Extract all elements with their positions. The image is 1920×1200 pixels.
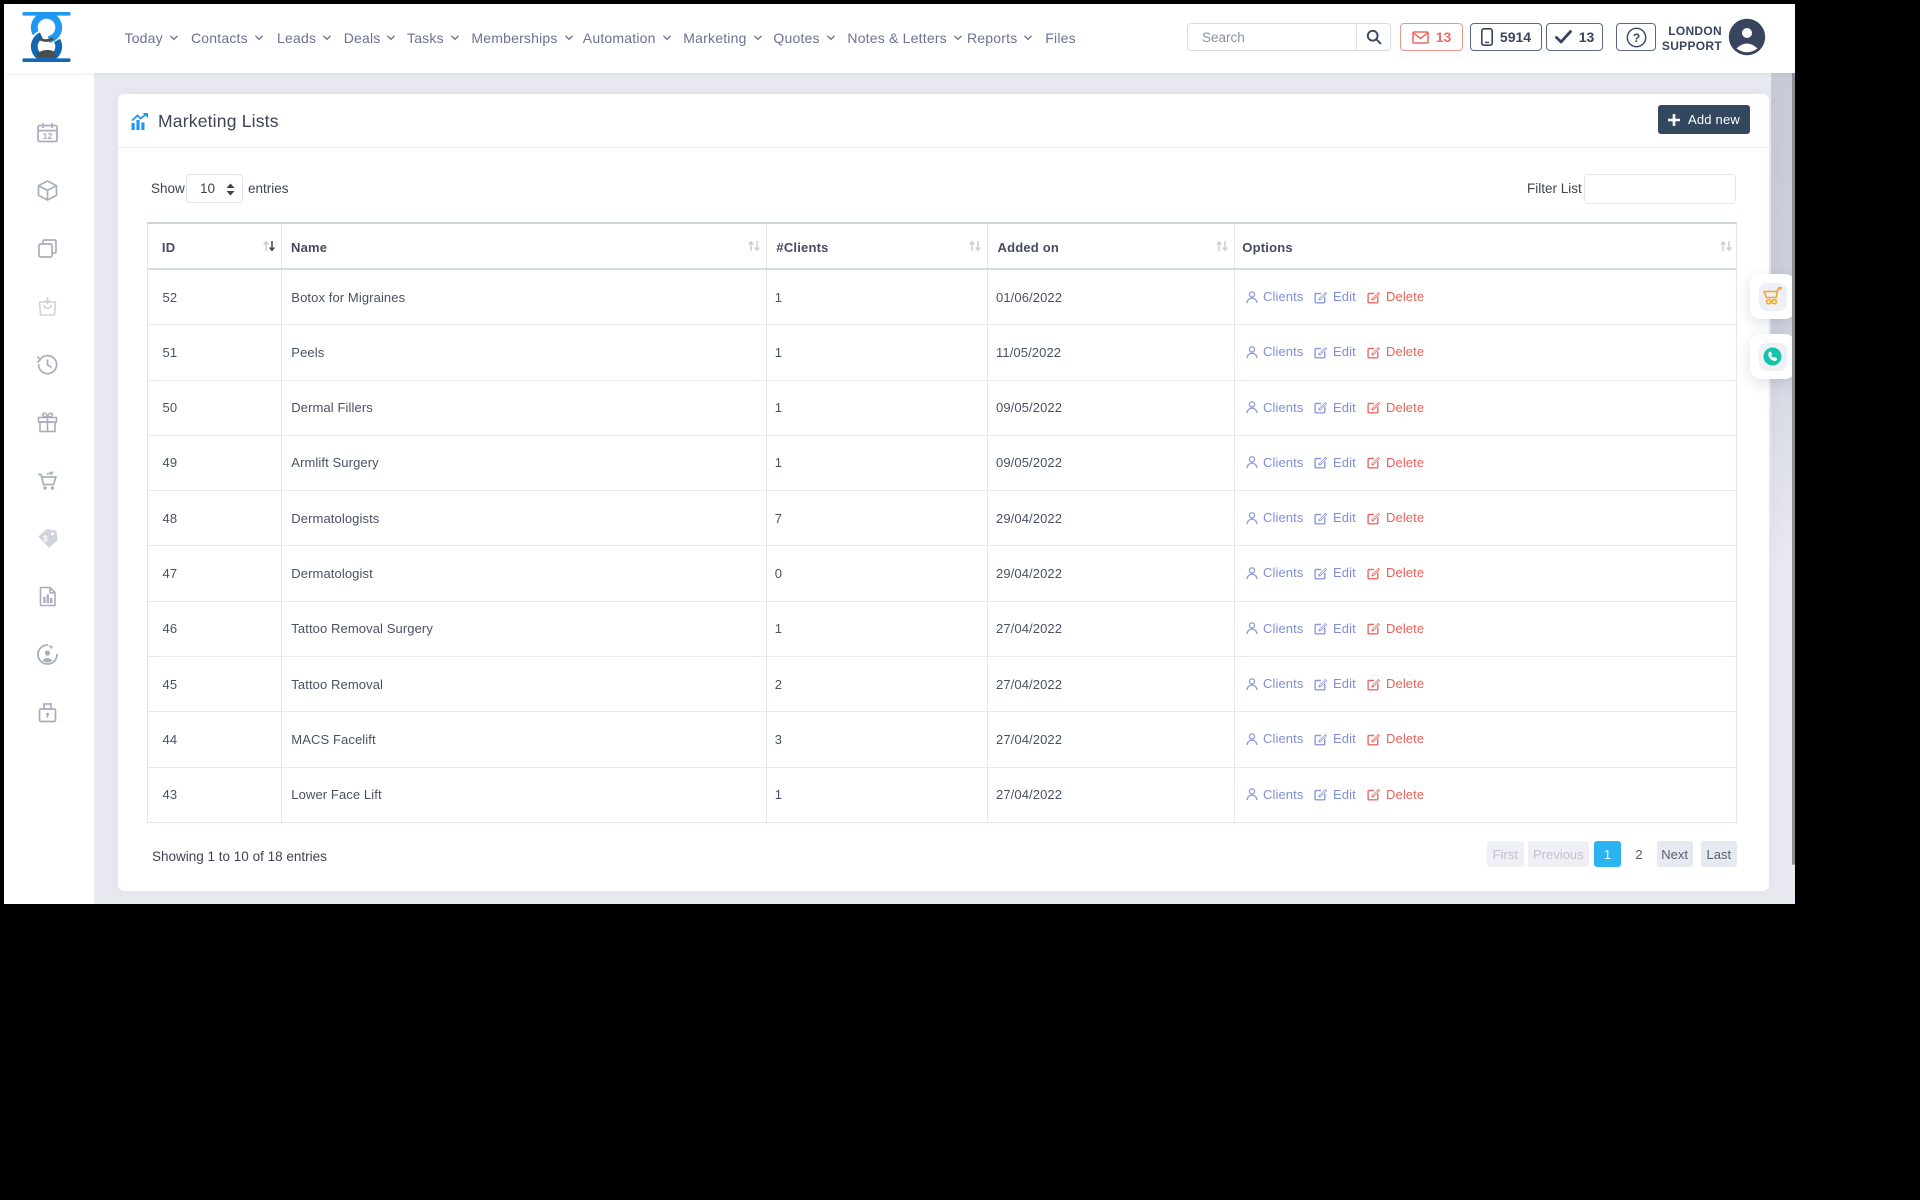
svg-text:$: $ <box>43 535 48 544</box>
svg-text:12: 12 <box>43 131 53 141</box>
svg-text:?: ? <box>1632 31 1639 45</box>
